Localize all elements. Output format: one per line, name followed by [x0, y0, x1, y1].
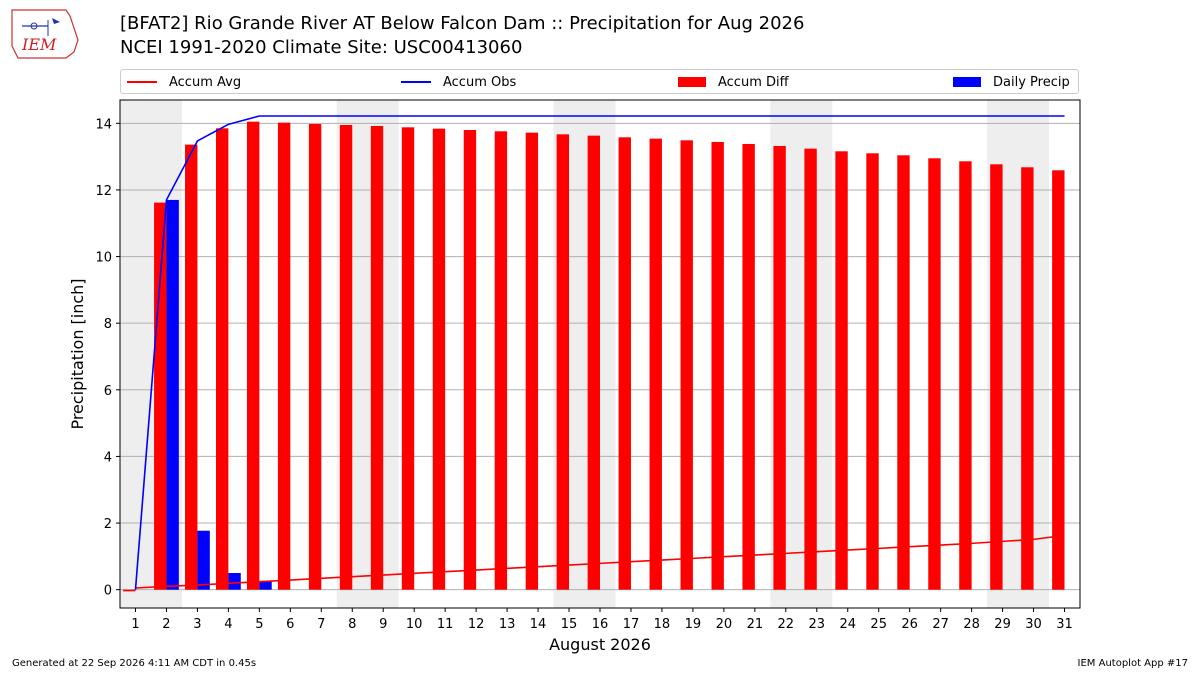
- chart-title: [BFAT2] Rio Grande River AT Below Falcon…: [120, 13, 805, 34]
- x-tick-label: 28: [963, 617, 980, 632]
- x-tick-label: 26: [901, 617, 918, 632]
- footer-app-text: IEM Autoplot App #17: [1077, 658, 1188, 669]
- x-tick-label: 8: [348, 617, 356, 632]
- legend-label-accum-obs: Accum Obs: [443, 74, 517, 90]
- x-tick-label: 20: [716, 617, 733, 632]
- y-tick-label: 0: [104, 584, 112, 599]
- legend-swatch-accum-obs: [401, 81, 431, 83]
- logo-text: IEM: [21, 35, 57, 54]
- y-tick-label: 14: [95, 117, 112, 132]
- x-tick-label: 17: [623, 617, 640, 632]
- chart-subtitle: NCEI 1991-2020 Climate Site: USC00413060: [120, 37, 523, 58]
- x-tick-label: 29: [994, 617, 1011, 632]
- daily-precip-bar: [166, 199, 179, 590]
- x-tick-label: 6: [286, 617, 294, 632]
- daily-precip-bar: [259, 581, 272, 590]
- accum-diff-bar: [525, 132, 539, 590]
- accum-diff-bar: [773, 145, 786, 590]
- accum-diff-bar: [711, 141, 724, 590]
- accum-diff-bar: [494, 131, 508, 590]
- x-tick-label: 16: [592, 617, 609, 632]
- accum-diff-bar: [1021, 167, 1034, 590]
- accum-diff-bar: [835, 151, 848, 590]
- accum-diff-bar: [742, 143, 755, 590]
- x-tick-label: 19: [685, 617, 702, 632]
- iem-logo: IEM: [11, 9, 79, 59]
- accum-diff-bar: [432, 128, 446, 590]
- x-tick-label: 27: [932, 617, 949, 632]
- x-tick-label: 13: [499, 617, 516, 632]
- accum-diff-bar: [339, 124, 353, 590]
- y-tick-label: 12: [95, 184, 112, 199]
- daily-precip-bar: [197, 530, 210, 590]
- y-axis-label: Precipitation [inch]: [68, 278, 87, 429]
- accum-diff-bar: [216, 128, 229, 590]
- y-tick-label: 2: [104, 517, 112, 532]
- legend-item-accum-diff: Accum Diff: [678, 74, 789, 90]
- accum-diff-bar: [185, 144, 198, 590]
- legend-swatch-daily-precip: [953, 77, 981, 87]
- legend-label-accum-diff: Accum Diff: [718, 74, 789, 90]
- x-tick-label: 9: [379, 617, 387, 632]
- accum-diff-bar: [587, 135, 600, 590]
- accum-diff-bar: [618, 137, 631, 590]
- x-tick-label: 18: [654, 617, 671, 632]
- x-tick-label: 31: [1056, 617, 1073, 632]
- x-tick-label: 30: [1025, 617, 1042, 632]
- x-tick-label: 1: [131, 617, 139, 632]
- x-tick-label: 25: [870, 617, 887, 632]
- accum-diff-bar: [401, 127, 415, 590]
- legend-item-accum-obs: Accum Obs: [401, 74, 516, 90]
- x-tick-label: 21: [747, 617, 764, 632]
- accum-diff-bar: [866, 153, 879, 590]
- accum-diff-bar: [246, 121, 260, 590]
- legend-swatch-accum-diff: [678, 77, 706, 87]
- accum-obs-line: [134, 115, 1065, 590]
- accum-diff-bar: [990, 164, 1003, 590]
- accum-diff-bar: [804, 148, 817, 590]
- legend-item-accum-avg: Accum Avg: [127, 74, 241, 90]
- accum-diff-bar: [123, 589, 136, 592]
- accum-diff-bar: [556, 134, 570, 590]
- accum-diff-bar: [308, 123, 322, 590]
- daily-precip-bar: [228, 573, 241, 590]
- x-tick-label: 10: [406, 617, 423, 632]
- y-tick-label: 4: [104, 450, 112, 465]
- legend: Accum Avg Accum Obs Accum Diff Daily Pre…: [120, 69, 1079, 94]
- x-tick-label: 11: [437, 617, 454, 632]
- accum-diff-bar: [463, 129, 477, 590]
- legend-swatch-accum-avg: [127, 81, 157, 83]
- accum-diff-bar: [959, 161, 972, 590]
- x-tick-label: 3: [193, 617, 201, 632]
- accum-diff-bar: [370, 125, 384, 590]
- footer-generated-text: Generated at 22 Sep 2026 4:11 AM CDT in …: [12, 658, 257, 669]
- x-tick-label: 4: [224, 617, 232, 632]
- y-tick-label: 6: [104, 384, 112, 399]
- x-tick-label: 23: [809, 617, 826, 632]
- x-tick-label: 5: [255, 617, 263, 632]
- x-tick-label: 7: [317, 617, 325, 632]
- legend-label-daily-precip: Daily Precip: [993, 74, 1070, 90]
- x-tick-label: 14: [530, 617, 547, 632]
- accum-diff-bar: [897, 155, 910, 590]
- x-tick-label: 12: [468, 617, 485, 632]
- plot-frame: [119, 99, 1081, 609]
- accum-diff-bar: [1052, 170, 1065, 590]
- x-tick-label: 22: [778, 617, 795, 632]
- accum-diff-bar: [680, 140, 693, 590]
- accum-diff-bar: [928, 158, 941, 590]
- x-tick-label: 2: [162, 617, 170, 632]
- legend-label-accum-avg: Accum Avg: [169, 74, 242, 90]
- x-axis-label: August 2026: [549, 635, 651, 654]
- x-tick-label: 24: [839, 617, 856, 632]
- y-tick-label: 10: [95, 251, 112, 266]
- accum-diff-bar: [649, 138, 662, 590]
- y-tick-label: 8: [104, 317, 112, 332]
- x-tick-label: 15: [561, 617, 578, 632]
- accum-avg-line: [135, 534, 1065, 589]
- legend-item-daily-precip: Daily Precip: [953, 74, 1070, 90]
- accum-diff-bar: [154, 202, 167, 590]
- accum-diff-bar: [277, 122, 291, 590]
